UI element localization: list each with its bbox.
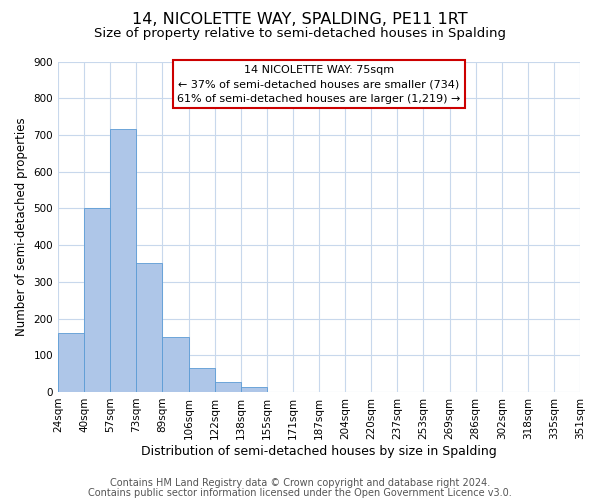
Text: Contains HM Land Registry data © Crown copyright and database right 2024.: Contains HM Land Registry data © Crown c… — [110, 478, 490, 488]
Text: 14 NICOLETTE WAY: 75sqm
← 37% of semi-detached houses are smaller (734)
61% of s: 14 NICOLETTE WAY: 75sqm ← 37% of semi-de… — [178, 65, 461, 104]
Bar — [241, 387, 267, 392]
Bar — [84, 208, 110, 392]
Bar — [136, 264, 163, 392]
Bar — [188, 368, 215, 392]
Text: Contains public sector information licensed under the Open Government Licence v3: Contains public sector information licen… — [88, 488, 512, 498]
Y-axis label: Number of semi-detached properties: Number of semi-detached properties — [15, 118, 28, 336]
Bar — [110, 130, 136, 392]
Text: 14, NICOLETTE WAY, SPALDING, PE11 1RT: 14, NICOLETTE WAY, SPALDING, PE11 1RT — [132, 12, 468, 28]
Bar — [215, 382, 241, 392]
X-axis label: Distribution of semi-detached houses by size in Spalding: Distribution of semi-detached houses by … — [141, 444, 497, 458]
Bar — [58, 333, 84, 392]
Text: Size of property relative to semi-detached houses in Spalding: Size of property relative to semi-detach… — [94, 28, 506, 40]
Bar — [163, 337, 188, 392]
